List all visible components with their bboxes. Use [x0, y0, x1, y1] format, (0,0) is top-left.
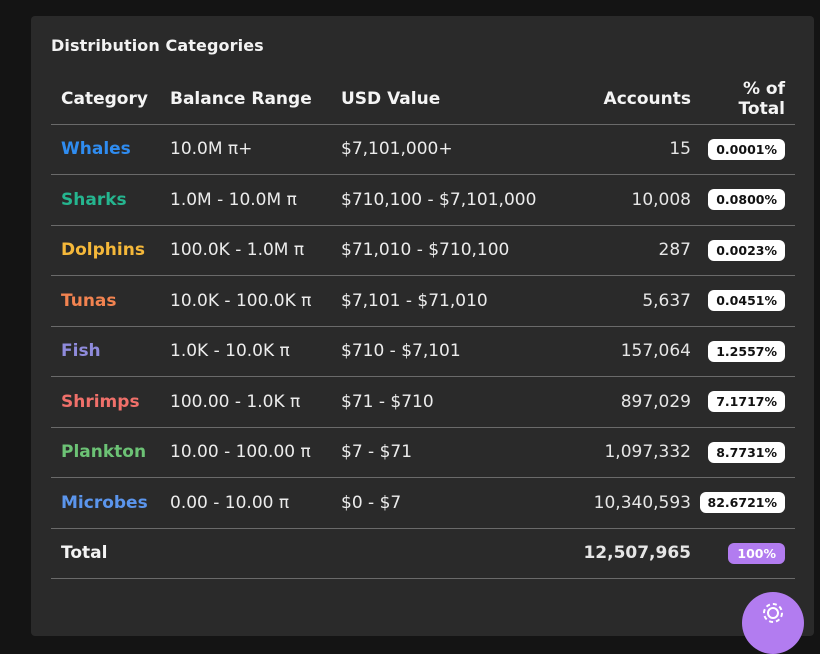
distribution-panel: Distribution Categories Category Balance…	[31, 16, 814, 636]
settings-fab-button[interactable]	[742, 592, 804, 654]
category-name: Shrimps	[61, 391, 140, 412]
percent-cell: 82.6721%	[691, 477, 795, 529]
percent-badge: 8.7731%	[708, 441, 785, 463]
table-row: Microbes 0.00 - 10.00 π $0 - $7 10,340,593 8…	[51, 477, 795, 529]
percent-cell: 8.7731%	[691, 427, 795, 478]
distribution-table: Category Balance Range USD Value Account…	[51, 74, 795, 579]
percent-badge: 1.2557%	[708, 340, 785, 362]
balance-range-cell: 10.0K - 100.0K π	[170, 275, 341, 327]
category-cell: Tunas	[51, 275, 170, 327]
total-row: Total 12,507,965 100%	[51, 528, 795, 579]
header-accounts: Accounts	[541, 74, 691, 125]
category-name: Whales	[61, 139, 131, 160]
percent-badge: 0.0001%	[708, 138, 785, 160]
table-row: Tunas 10.0K - 100.0K π $7,101 - $71,010 5,6…	[51, 275, 795, 327]
usd-value-cell: $710,100 - $7,101,000	[341, 174, 541, 226]
percent-badge: 7.1717%	[708, 391, 785, 413]
table-row: Fish 1.0K - 10.0K π $710 - $7,101 157,064 1.…	[51, 326, 795, 377]
header-usd-value: USD Value	[341, 74, 541, 125]
accounts-cell: 897,029	[541, 376, 691, 428]
usd-value-cell: $7 - $71	[341, 427, 541, 478]
accounts-cell: 1,097,332	[541, 427, 691, 478]
percent-cell: 1.2557%	[691, 326, 795, 377]
category-name: Dolphins	[61, 240, 145, 261]
percent-badge: 0.0023%	[708, 239, 785, 261]
balance-range-cell: 0.00 - 10.00 π	[170, 477, 341, 529]
category-cell: Microbes	[51, 477, 170, 529]
percent-cell: 7.1717%	[691, 376, 795, 428]
accounts-cell: 10,008	[541, 174, 691, 226]
category-name: Tunas	[61, 290, 117, 311]
total-empty-cell	[170, 528, 341, 579]
table-row: Dolphins 100.0K - 1.0M π $71,010 - $710,10…	[51, 225, 795, 276]
header-balance-range: Balance Range	[170, 74, 341, 125]
table-row: Shrimps 100.00 - 1.0K π $71 - $710 897,029 7…	[51, 376, 795, 428]
balance-range-cell: 100.0K - 1.0M π	[170, 225, 341, 276]
accounts-cell: 157,064	[541, 326, 691, 377]
total-empty-cell	[341, 528, 541, 579]
total-accounts: 12,507,965	[541, 528, 691, 579]
category-cell: Shrimps	[51, 376, 170, 428]
percent-cell: 0.0001%	[691, 124, 795, 175]
total-percent-cell: 100%	[691, 528, 795, 579]
category-name: Microbes	[61, 492, 148, 513]
category-cell: Fish	[51, 326, 170, 377]
table-row: Sharks 1.0M - 10.0M π $710,100 - $7,101,00…	[51, 174, 795, 226]
total-percent-badge: 100%	[728, 542, 785, 564]
usd-value-cell: $710 - $7,101	[341, 326, 541, 377]
balance-range-cell: 10.0M π+	[170, 124, 341, 175]
total-label: Total	[51, 528, 170, 579]
accounts-cell: 10,340,593	[541, 477, 691, 529]
usd-value-cell: $71,010 - $710,100	[341, 225, 541, 276]
category-cell: Dolphins	[51, 225, 170, 276]
settings-icon	[763, 603, 783, 623]
balance-range-cell: 10.00 - 100.00 π	[170, 427, 341, 478]
table-row: Whales 10.0M π+ $7,101,000+ 15 0.0001%	[51, 124, 795, 175]
category-name: Fish	[61, 341, 101, 362]
panel-title: Distribution Categories	[51, 36, 264, 55]
accounts-cell: 287	[541, 225, 691, 276]
percent-badge: 82.6721%	[699, 492, 785, 514]
table-header-row: Category Balance Range USD Value Account…	[51, 74, 795, 125]
percent-cell: 0.0023%	[691, 225, 795, 276]
header-category: Category	[51, 74, 170, 125]
category-cell: Sharks	[51, 174, 170, 226]
percent-cell: 0.0451%	[691, 275, 795, 327]
balance-range-cell: 1.0M - 10.0M π	[170, 174, 341, 226]
category-cell: Whales	[51, 124, 170, 175]
percent-badge: 0.0451%	[708, 290, 785, 312]
balance-range-cell: 100.00 - 1.0K π	[170, 376, 341, 428]
accounts-cell: 15	[541, 124, 691, 175]
percent-cell: 0.0800%	[691, 174, 795, 226]
percent-badge: 0.0800%	[708, 189, 785, 211]
category-name: Plankton	[61, 442, 147, 463]
header-percent: % of Total	[691, 74, 795, 125]
usd-value-cell: $7,101 - $71,010	[341, 275, 541, 327]
usd-value-cell: $0 - $7	[341, 477, 541, 529]
category-name: Sharks	[61, 189, 127, 210]
balance-range-cell: 1.0K - 10.0K π	[170, 326, 341, 377]
category-cell: Plankton	[51, 427, 170, 478]
usd-value-cell: $7,101,000+	[341, 124, 541, 175]
accounts-cell: 5,637	[541, 275, 691, 327]
table-row: Plankton 10.00 - 100.00 π $7 - $71 1,097,33…	[51, 427, 795, 478]
usd-value-cell: $71 - $710	[341, 376, 541, 428]
